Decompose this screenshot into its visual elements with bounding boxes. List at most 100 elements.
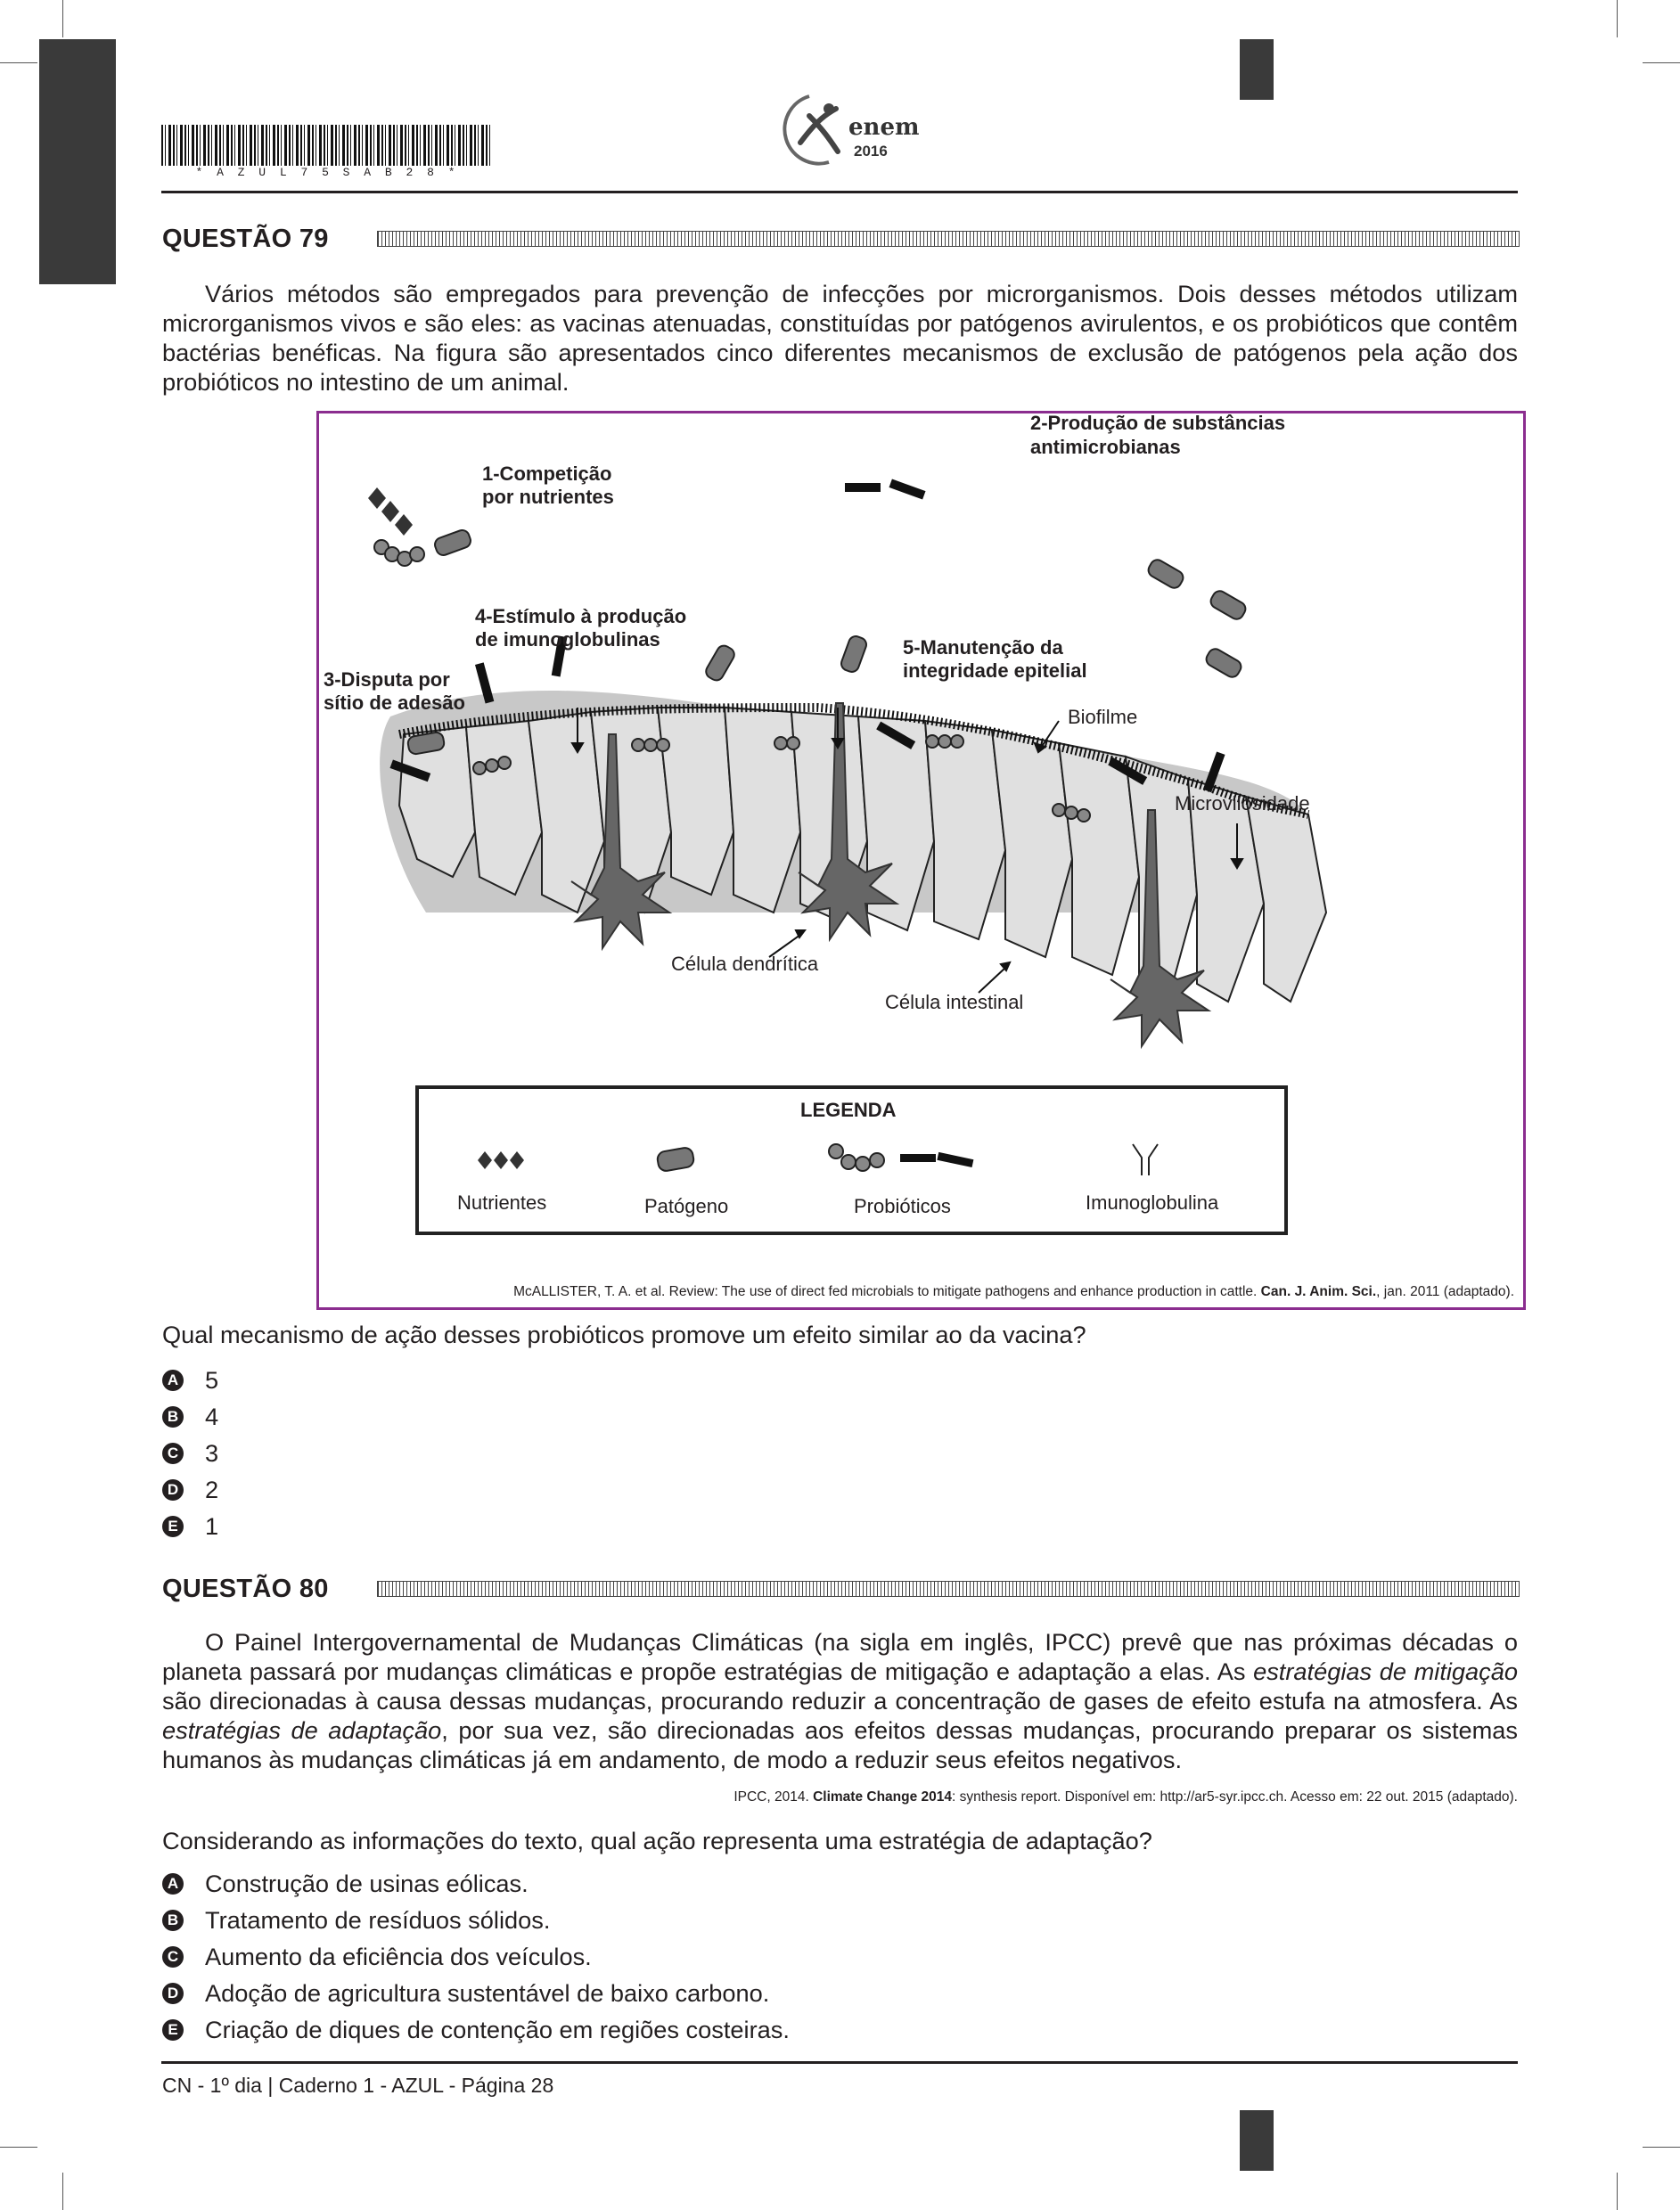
label-3-line1: 3-Disputa por [324, 668, 450, 691]
option-text: 5 [205, 1366, 219, 1394]
figure-source: McALLISTER, T. A. et al. Review: The use… [329, 1284, 1514, 1300]
source-journal: Can. J. Anim. Sci. [1260, 1284, 1377, 1299]
question-79-prompt: Qual mecanismo de ação desses probiótico… [162, 1321, 1086, 1348]
label-1-line1: 1-Competição [482, 462, 611, 485]
question-79-paragraph: Vários métodos são empregados para preve… [162, 280, 1518, 396]
option-80-d[interactable]: D Adoção de agricultura sustentável de ba… [162, 1979, 769, 2008]
label-3-line2: sítio de adesão [324, 692, 465, 714]
label-2-line1: 2-Produção de substâncias [1030, 413, 1285, 434]
option-letter: A [162, 1873, 184, 1895]
figure-frame: 1-Competição por nutrientes 2-Produção d… [316, 411, 1526, 1310]
enem-logo-icon [783, 94, 840, 166]
option-80-e[interactable]: E Criação de diques de contenção em regiõ… [162, 2016, 790, 2044]
option-text: Adoção de agricultura sustentável de bai… [205, 1979, 770, 2007]
crop-mark [1643, 2147, 1680, 2148]
logo-year: 2016 [854, 143, 888, 160]
legend-probiotic-bar-2 [937, 1151, 974, 1168]
label-1-line2: por nutrientes [482, 486, 614, 508]
legend-title: LEGENDA [800, 1099, 897, 1121]
option-text: Tratamento de resíduos sólidos. [205, 1906, 551, 1934]
crop-mark [0, 62, 37, 63]
registration-block [1240, 2110, 1274, 2171]
option-80-c[interactable]: C Aumento da eficiência dos veículos. [162, 1943, 592, 1971]
barcode [161, 125, 493, 166]
dendritic-cell [570, 702, 1212, 1050]
option-letter: D [162, 1479, 184, 1501]
label-2-line2: antimicrobianas [1030, 436, 1181, 458]
crop-mark [1617, 0, 1618, 37]
option-letter: C [162, 1946, 184, 1968]
microvilli [398, 702, 1310, 819]
source-text: IPCC, 2014. [733, 1789, 814, 1805]
option-text: 4 [205, 1403, 219, 1430]
source-url: : synthesis report. Disponível em: http:… [952, 1789, 1518, 1805]
title-hatch [377, 231, 1520, 247]
question-79-title: QUESTÃO 79 [162, 225, 329, 253]
title-hatch [377, 1581, 1520, 1597]
nutrients [368, 487, 413, 536]
question-80-paragraph: O Painel Intergovernamental de Mudanças … [162, 1627, 1518, 1774]
label-celula-intestinal: Célula intestinal [885, 991, 1023, 1013]
header-rule [161, 191, 1518, 193]
option-text: Aumento da eficiência dos veículos. [205, 1943, 592, 1970]
legend-nutrientes: Nutrientes [457, 1191, 546, 1214]
crop-mark [1617, 2173, 1618, 2210]
option-letter: E [162, 2019, 184, 2041]
option-letter: C [162, 1443, 184, 1464]
option-text: 2 [205, 1476, 219, 1503]
legend-patogeno: Patógeno [644, 1195, 728, 1217]
question-80-source: IPCC, 2014. Climate Change 2014: synthes… [162, 1789, 1518, 1805]
option-text: 3 [205, 1439, 219, 1467]
crop-mark [62, 0, 63, 37]
option-80-b[interactable]: B Tratamento de resíduos sólidos. [162, 1906, 550, 1935]
registration-block [1240, 39, 1274, 100]
label-5-line2: integridade epitelial [903, 659, 1087, 682]
probiotic-spheres [373, 539, 1091, 823]
label-4-line2: de imunoglobulinas [475, 628, 660, 651]
enem-logo: enem 2016 [774, 89, 920, 169]
label-biofilme: Biofilme [1068, 706, 1137, 728]
question-80-title: QUESTÃO 80 [162, 1575, 329, 1603]
option-letter: A [162, 1370, 184, 1391]
option-text: 1 [205, 1512, 219, 1540]
legend-pathogen-icon [656, 1147, 695, 1172]
label-microvilosidade: Microvilosidade [1175, 792, 1310, 814]
source-text: McALLISTER, T. A. et al. Review: The use… [513, 1284, 1261, 1299]
logo-text: enem [848, 114, 920, 141]
legend-nutrient-icon [478, 1151, 524, 1169]
option-letter: D [162, 1983, 184, 2004]
source-date: , jan. 2011 (adaptado). [1376, 1284, 1514, 1299]
paragraph-part: O Painel Intergovernamental de Mudanças … [162, 1628, 1518, 1685]
label-celula-dendritica: Célula dendrítica [671, 953, 819, 975]
page-footer: CN - 1º dia | Caderno 1 - AZUL - Página … [162, 2074, 554, 2097]
paragraph-part: , por sua vez, são direcionadas aos efei… [162, 1716, 1518, 1773]
paragraph-part: são direcionadas à causa dessas mudanças… [162, 1687, 1518, 1715]
legend-immunoglobulin-icon [1132, 1143, 1159, 1175]
option-text: Construção de usinas eólicas. [205, 1870, 529, 1897]
probiotic-bars [389, 479, 1225, 793]
option-80-a[interactable]: A Construção de usinas eólicas. [162, 1870, 529, 1898]
paragraph-emphasis: estratégias de mitigação [1253, 1658, 1518, 1685]
legend-imunoglobulina: Imunoglobulina [1086, 1191, 1219, 1214]
barcode-text: * A Z U L 7 5 S A B 2 8 * [195, 166, 459, 179]
option-letter: E [162, 1516, 184, 1537]
arrows [570, 708, 1244, 994]
label-5-line1: 5-Manutenção da [903, 636, 1063, 659]
label-4-line1: 4-Estímulo à produção [475, 605, 686, 627]
crop-mark [62, 2173, 63, 2210]
legend-probiotic-icon [828, 1143, 885, 1172]
crop-mark [0, 2147, 37, 2148]
crop-mark [1643, 62, 1680, 63]
pathogens [406, 529, 1247, 756]
probiotics-figure: 1-Competição por nutrientes 2-Produção d… [324, 413, 1328, 1235]
option-letter: B [162, 1910, 184, 1931]
footer-rule [161, 2061, 1518, 2064]
side-bar [39, 39, 116, 284]
question-80-prompt: Considerando as informações do texto, qu… [162, 1827, 1152, 1854]
source-title: Climate Change 2014 [813, 1789, 953, 1805]
